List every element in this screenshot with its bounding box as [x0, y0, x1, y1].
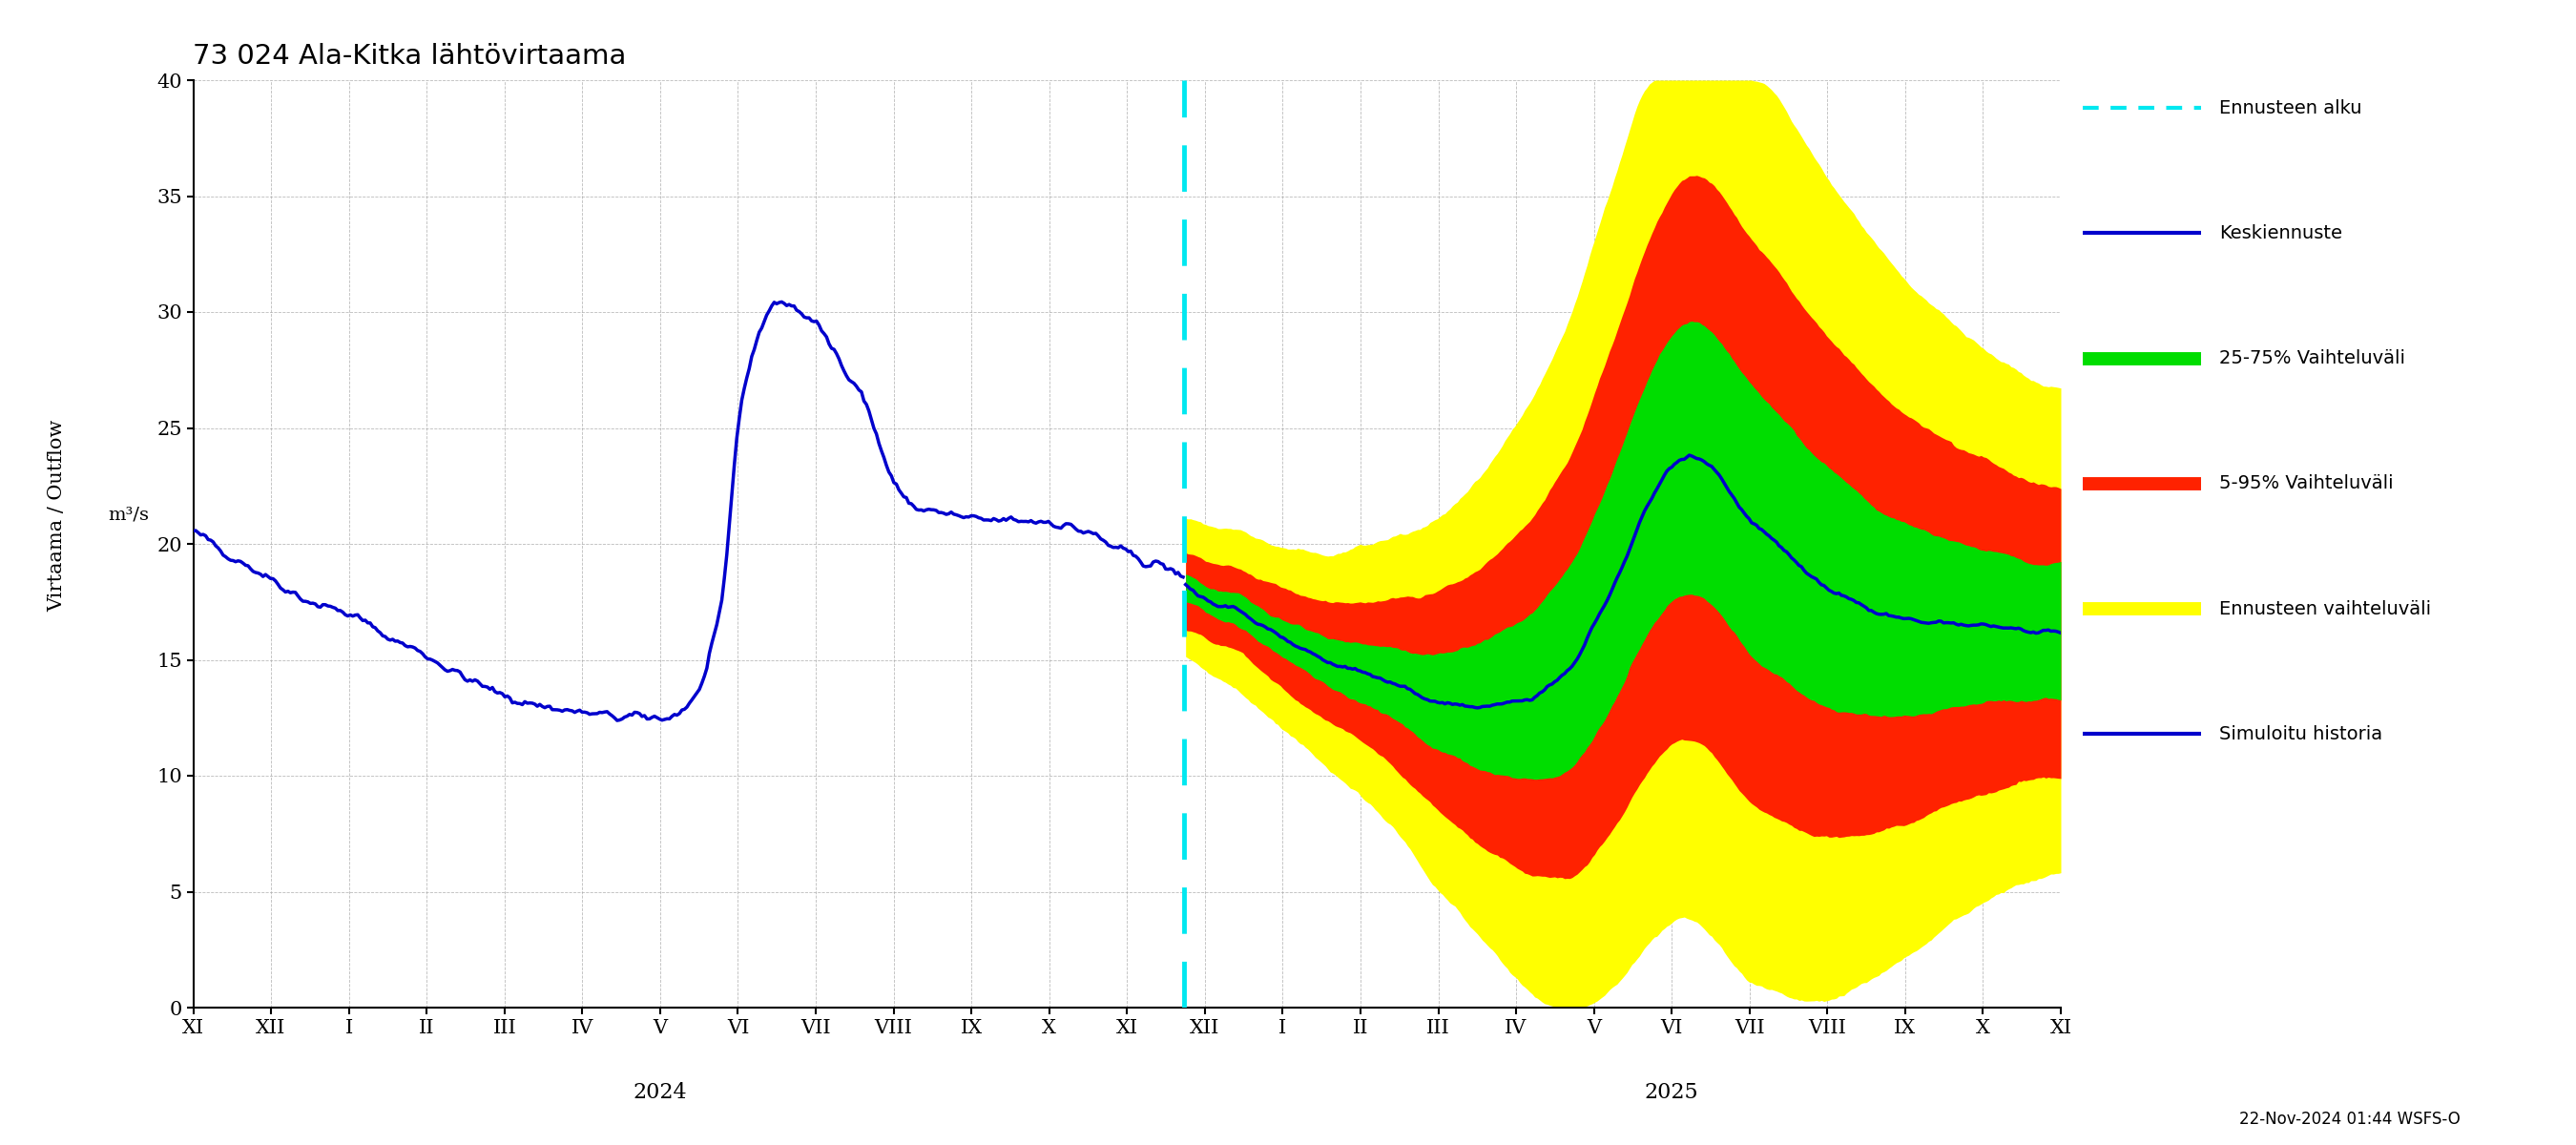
Text: Simuloitu historia: Simuloitu historia [2221, 725, 2383, 743]
Text: Ennusteen vaihteluväli: Ennusteen vaihteluväli [2221, 600, 2432, 618]
Text: m³/s: m³/s [108, 506, 149, 524]
Text: 73 024 Ala-Kitka lähtövirtaama: 73 024 Ala-Kitka lähtövirtaama [193, 44, 626, 70]
Text: 2025: 2025 [1643, 1082, 1698, 1103]
Text: Virtaama / Outflow: Virtaama / Outflow [46, 419, 67, 611]
Text: 2024: 2024 [634, 1082, 688, 1103]
Text: Keskiennuste: Keskiennuste [2221, 224, 2342, 243]
Text: 25-75% Vaihteluväli: 25-75% Vaihteluväli [2221, 349, 2406, 368]
Text: 22-Nov-2024 01:44 WSFS-O: 22-Nov-2024 01:44 WSFS-O [2239, 1111, 2460, 1128]
Text: Ennusteen alku: Ennusteen alku [2221, 98, 2362, 117]
Text: 5-95% Vaihteluväli: 5-95% Vaihteluväli [2221, 474, 2393, 492]
